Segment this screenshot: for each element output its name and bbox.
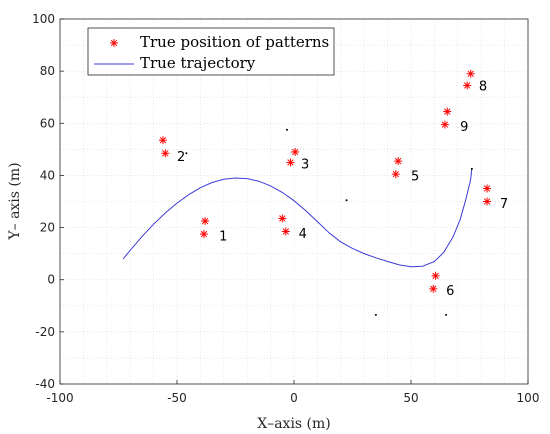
extra-point <box>374 313 377 316</box>
y-tick-label: 20 <box>40 221 55 235</box>
pattern-label-3: 3 <box>301 158 309 173</box>
pattern-3-marker-stroke <box>287 159 294 166</box>
pattern-6-marker <box>429 284 438 293</box>
pattern-2-marker-stroke <box>162 150 169 157</box>
pattern-7-marker <box>483 184 492 193</box>
pattern-2-marker <box>158 136 167 145</box>
pattern-2-marker-stroke <box>159 137 167 144</box>
pattern-3-marker <box>286 158 295 167</box>
legend-label-trajectory: True trajectory <box>140 54 256 72</box>
pattern-4-marker <box>278 214 287 223</box>
pattern-8-marker <box>463 81 472 90</box>
y-axis-title: Y– axis (m) <box>7 162 23 240</box>
pattern-1-marker <box>199 230 208 239</box>
trajectory-line <box>122 168 473 268</box>
pattern-1-marker-stroke <box>201 217 209 225</box>
pattern-8-marker-stroke <box>467 70 474 77</box>
pattern-label-7: 7 <box>500 197 508 212</box>
pattern-1-marker <box>201 217 210 226</box>
pattern-7-marker-stroke <box>483 185 491 192</box>
pattern-label-6: 6 <box>446 284 454 299</box>
x-tick-label: 0 <box>290 391 298 405</box>
pattern-3-marker <box>291 147 300 156</box>
pattern-6-marker-stroke <box>432 272 439 279</box>
pattern-4-marker-stroke <box>282 228 289 235</box>
extra-point <box>345 199 348 202</box>
legend: True position of patterns True trajector… <box>87 27 335 76</box>
pattern-label-8: 8 <box>479 79 487 94</box>
legend-asterisk-stroke <box>110 39 118 47</box>
pattern-8-marker <box>466 69 475 78</box>
axes-box <box>59 18 529 385</box>
extra-point <box>285 128 288 131</box>
pattern-label-4: 4 <box>299 227 307 242</box>
pattern-5-marker-stroke <box>392 170 399 178</box>
pattern-4-marker <box>281 227 290 236</box>
pattern-9-marker-stroke <box>441 121 449 128</box>
pattern-8-marker-stroke <box>463 82 471 89</box>
x-tick-label: 100 <box>517 391 540 405</box>
y-tick-label: 0 <box>47 273 55 287</box>
pattern-7-marker-stroke <box>483 198 491 205</box>
pattern-5-marker <box>391 170 400 179</box>
y-tick-label: -20 <box>35 325 55 339</box>
x-tick-label: -50 <box>167 391 187 405</box>
pattern-5-marker-stroke <box>394 157 402 165</box>
x-axis-title: X–axis (m) <box>257 416 331 432</box>
y-tick-label: 60 <box>40 116 55 130</box>
x-tick-label: -100 <box>46 391 73 405</box>
extra-point <box>445 313 448 316</box>
x-tick-label: 50 <box>403 391 418 405</box>
y-tick-label: -40 <box>35 377 55 391</box>
legend-box <box>87 27 335 76</box>
series: 1 2 3 4 5 6 7 8 9 <box>122 69 508 316</box>
pattern-label-2: 2 <box>177 150 185 165</box>
pattern-6-marker <box>431 271 440 280</box>
y-tick-label: 100 <box>32 12 55 26</box>
pattern-6-marker-stroke <box>430 285 437 293</box>
extra-point <box>470 167 473 170</box>
pattern-3-marker-stroke <box>291 148 299 156</box>
pattern-5-marker <box>394 157 403 166</box>
legend-asterisk <box>110 39 118 47</box>
pattern-9-marker <box>443 107 452 116</box>
extra-point <box>185 152 188 155</box>
pattern-9-marker <box>440 120 449 129</box>
pattern-label-1: 1 <box>219 229 227 244</box>
pattern-2-marker <box>161 149 170 158</box>
y-tick-label: 40 <box>40 168 55 182</box>
pattern-label-9: 9 <box>460 120 468 135</box>
pattern-4-marker-stroke <box>279 215 286 222</box>
pattern-label-5: 5 <box>411 169 419 184</box>
y-tick-label: 80 <box>40 64 55 78</box>
legend-label-patterns: True position of patterns <box>140 33 329 51</box>
pattern-7-marker <box>483 197 492 206</box>
pattern-9-marker-stroke <box>444 108 451 115</box>
pattern-1-marker-stroke <box>200 230 208 238</box>
legend-asterisk-marker <box>110 39 118 47</box>
